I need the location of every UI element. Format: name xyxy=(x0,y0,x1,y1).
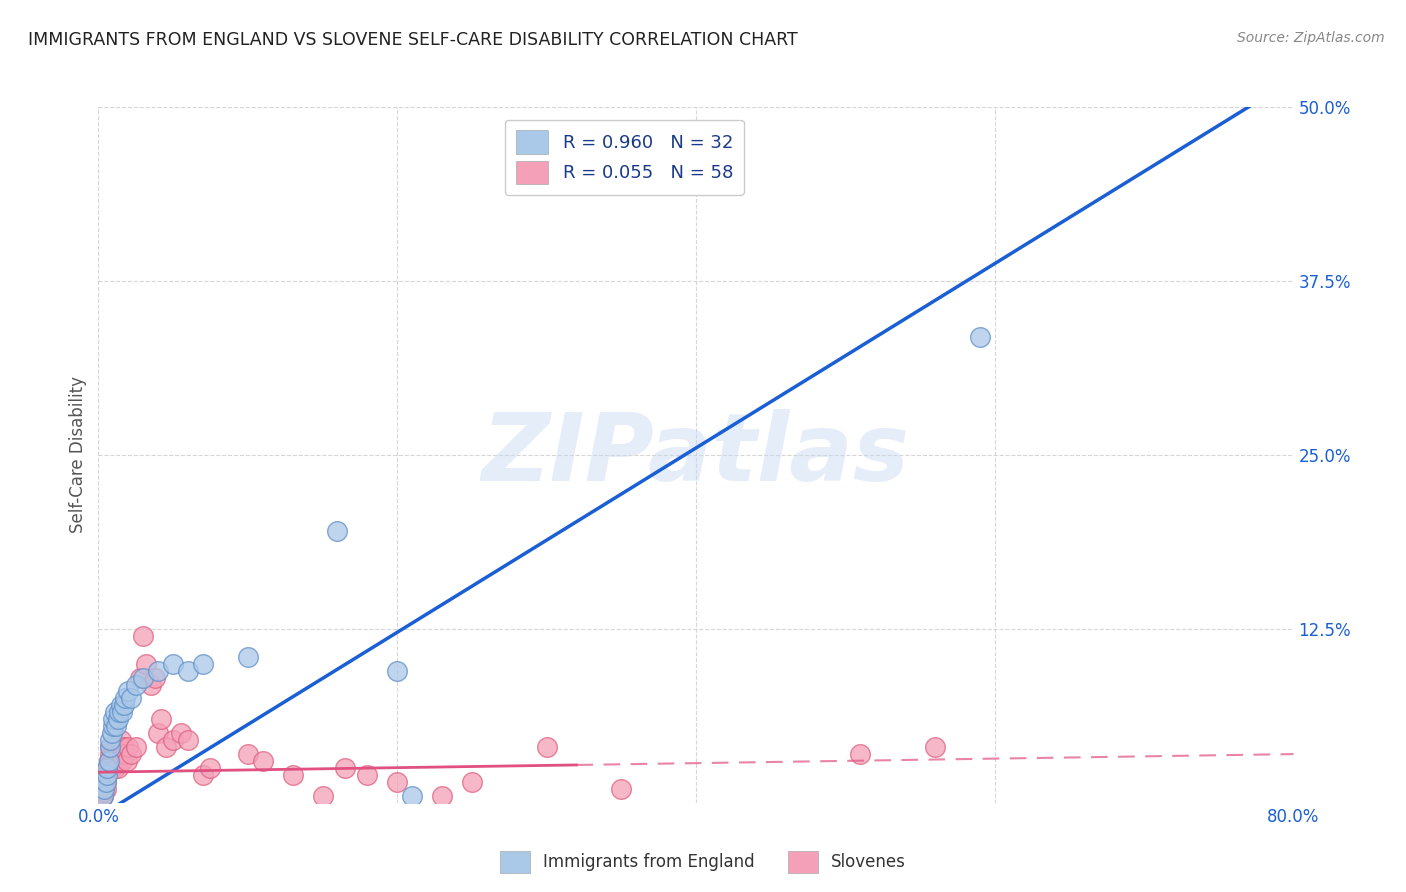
Point xyxy=(333,761,356,775)
Point xyxy=(97,754,120,768)
Point xyxy=(96,768,118,782)
Point xyxy=(177,664,200,678)
Point xyxy=(191,768,214,782)
Point xyxy=(96,761,118,775)
Point xyxy=(103,747,125,761)
Point xyxy=(610,781,633,796)
Point xyxy=(91,789,114,803)
Point xyxy=(385,664,409,678)
Point xyxy=(112,740,135,755)
Point xyxy=(129,671,152,685)
Legend: R = 0.960   N = 32, R = 0.055   N = 58: R = 0.960 N = 32, R = 0.055 N = 58 xyxy=(505,120,744,194)
Point xyxy=(111,747,134,761)
Point xyxy=(103,712,125,726)
Point xyxy=(281,768,304,782)
Point xyxy=(148,664,170,678)
Point xyxy=(104,761,127,775)
Point xyxy=(110,733,132,747)
Point xyxy=(105,747,128,761)
Point xyxy=(101,754,124,768)
Point xyxy=(97,754,120,768)
Point xyxy=(107,754,129,768)
Point xyxy=(103,719,125,733)
Point xyxy=(461,775,484,789)
Point xyxy=(103,740,125,755)
Point xyxy=(169,726,191,740)
Point xyxy=(120,691,142,706)
Point xyxy=(114,691,136,706)
Point xyxy=(96,761,118,775)
Point xyxy=(143,671,166,685)
Point xyxy=(117,684,139,698)
Point xyxy=(150,712,173,726)
Point xyxy=(849,747,872,761)
Point xyxy=(112,698,135,713)
Point xyxy=(236,747,259,761)
Text: IMMIGRANTS FROM ENGLAND VS SLOVENE SELF-CARE DISABILITY CORRELATION CHART: IMMIGRANTS FROM ENGLAND VS SLOVENE SELF-… xyxy=(28,31,797,49)
Point xyxy=(120,747,142,761)
Point xyxy=(108,706,131,720)
Point xyxy=(93,785,115,799)
Y-axis label: Self-Care Disability: Self-Care Disability xyxy=(69,376,87,533)
Point xyxy=(108,747,131,761)
Point xyxy=(311,789,333,803)
Point xyxy=(162,733,184,747)
Point xyxy=(104,754,127,768)
Point xyxy=(98,740,122,755)
Point xyxy=(111,706,134,720)
Point xyxy=(385,775,409,789)
Point xyxy=(93,781,115,796)
Point xyxy=(101,761,124,775)
Point xyxy=(139,677,162,691)
Point xyxy=(101,726,124,740)
Point xyxy=(125,677,148,691)
Point xyxy=(356,768,378,782)
Point xyxy=(110,740,132,755)
Point xyxy=(536,740,558,755)
Point xyxy=(125,740,148,755)
Point xyxy=(110,698,132,713)
Point xyxy=(107,761,129,775)
Point xyxy=(236,649,259,664)
Point xyxy=(117,740,139,755)
Legend: Immigrants from England, Slovenes: Immigrants from England, Slovenes xyxy=(494,845,912,880)
Point xyxy=(114,747,136,761)
Point xyxy=(90,793,112,807)
Point xyxy=(94,775,117,789)
Point xyxy=(200,761,222,775)
Point xyxy=(148,726,170,740)
Point xyxy=(105,740,128,755)
Point xyxy=(94,775,117,789)
Point xyxy=(326,524,349,539)
Point xyxy=(98,747,122,761)
Point xyxy=(162,657,184,671)
Point xyxy=(107,712,129,726)
Text: Source: ZipAtlas.com: Source: ZipAtlas.com xyxy=(1237,31,1385,45)
Point xyxy=(91,789,114,803)
Point xyxy=(132,629,155,643)
Point xyxy=(115,754,138,768)
Point xyxy=(191,657,214,671)
Point xyxy=(97,761,120,775)
Point xyxy=(401,789,423,803)
Point xyxy=(135,657,157,671)
Point xyxy=(104,706,127,720)
Point xyxy=(98,740,122,755)
Point xyxy=(430,789,453,803)
Point xyxy=(969,329,991,343)
Text: ZIPatlas: ZIPatlas xyxy=(482,409,910,501)
Point xyxy=(155,740,177,755)
Point xyxy=(98,733,122,747)
Point xyxy=(111,754,134,768)
Point xyxy=(94,781,117,796)
Point xyxy=(924,740,946,755)
Point xyxy=(96,768,118,782)
Point xyxy=(252,754,274,768)
Point xyxy=(105,719,128,733)
Point xyxy=(177,733,200,747)
Point xyxy=(132,671,155,685)
